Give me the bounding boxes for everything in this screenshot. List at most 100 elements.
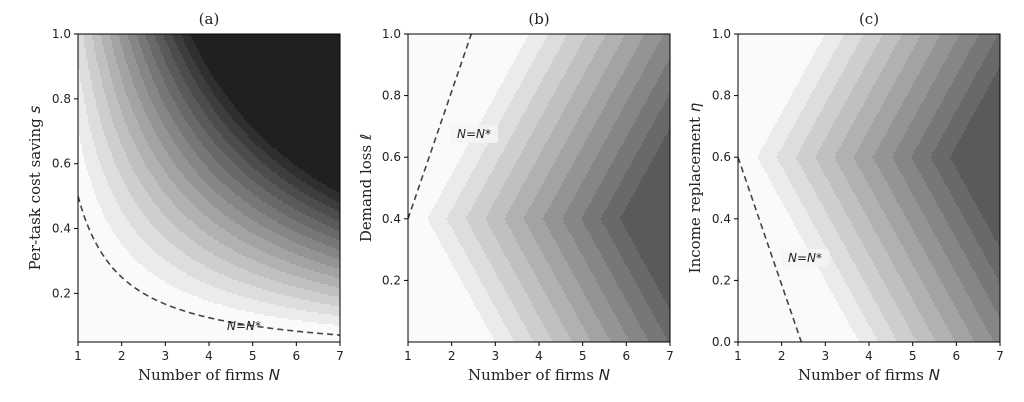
contour-cell (252, 34, 255, 129)
contour-cell (130, 34, 133, 47)
contour-cell (222, 260, 225, 275)
contour-cell (838, 114, 841, 149)
contour-cell (652, 124, 655, 159)
contour-cell (862, 34, 865, 37)
contour-cell (926, 128, 929, 187)
contour-cell (910, 88, 913, 123)
contour-cell (914, 338, 917, 342)
contour-cell (886, 252, 889, 289)
contour-cell (226, 306, 229, 342)
contour-cell (334, 316, 337, 327)
contour-cell (598, 82, 601, 117)
contour-cell (614, 280, 617, 315)
contour-cell (578, 154, 581, 189)
contour-cell (808, 34, 811, 65)
contour-cell (898, 110, 901, 145)
contour-cell (780, 34, 783, 115)
contour-cell (874, 302, 877, 337)
contour-cell (620, 146, 623, 183)
contour-cell (178, 230, 181, 251)
contour-cell (848, 288, 851, 325)
contour-cell (828, 62, 831, 97)
contour-cell (184, 272, 187, 293)
contour-cell (322, 194, 325, 205)
contour-cell (230, 102, 233, 117)
contour-cell (934, 270, 937, 307)
contour-cell (192, 260, 195, 279)
contour-cell (638, 324, 641, 342)
contour-cell (922, 214, 925, 249)
contour-cell (194, 206, 197, 225)
contour-cell (166, 196, 169, 219)
contour-cell (212, 174, 215, 191)
contour-cell (580, 44, 583, 81)
contour-cell (128, 40, 131, 71)
contour-cell (650, 34, 653, 59)
contour-cell (196, 296, 199, 342)
contour-cell (826, 34, 829, 67)
contour-cell (224, 154, 227, 171)
contour-cell (254, 300, 257, 315)
contour-cell (520, 34, 523, 49)
contour-cell (850, 56, 853, 93)
contour-cell (460, 34, 463, 159)
contour-cell (292, 186, 295, 197)
contour-cell (136, 36, 139, 65)
contour-cell (962, 98, 965, 135)
contour-cell (238, 154, 241, 169)
contour-cell (844, 282, 847, 317)
contour-cell (254, 222, 257, 235)
contour-cell (230, 264, 233, 279)
contour-cell (324, 294, 327, 305)
contour-cell (612, 242, 615, 277)
contour-cell (152, 128, 155, 153)
contour-cell (172, 244, 175, 267)
contour-cell (874, 48, 877, 85)
contour-cell (232, 148, 235, 163)
contour-cell (280, 166, 283, 179)
contour-cell (590, 306, 593, 342)
contour-cell (614, 314, 617, 342)
contour-cell (488, 330, 491, 342)
contour-cell (270, 206, 273, 219)
contour-cell (528, 228, 531, 265)
contour-cell (238, 182, 241, 197)
contour-cell (150, 248, 153, 273)
y-tick-label: 0.2 (382, 273, 401, 287)
contour-cell (874, 154, 877, 163)
contour-cell (248, 218, 251, 233)
contour-cell (234, 108, 237, 123)
contour-cell (968, 88, 971, 123)
contour-cell (568, 136, 571, 173)
contour-cell (898, 74, 901, 111)
contour-cell (260, 314, 263, 342)
contour-cell (116, 98, 119, 133)
contour-cell (294, 176, 297, 189)
contour-cell (226, 292, 229, 307)
contour-cell (170, 74, 173, 97)
contour-cell (964, 184, 967, 221)
contour-cell (914, 34, 917, 47)
contour-cell (818, 164, 821, 201)
contour-cell (758, 34, 761, 155)
contour-cell (116, 238, 119, 342)
contour-cell (324, 324, 327, 342)
contour-cell (522, 80, 525, 115)
contour-cell (914, 150, 917, 165)
contour-cell (480, 316, 483, 342)
contour-cell (302, 236, 305, 247)
contour-cell (924, 34, 927, 63)
contour-cell (246, 284, 249, 299)
contour-cell (592, 310, 595, 342)
contour-cell (566, 140, 569, 175)
contour-cell (180, 232, 183, 251)
contour-cell (196, 244, 199, 263)
contour-cell (872, 228, 875, 263)
contour-cell (150, 34, 153, 51)
contour-cell (908, 56, 911, 93)
contour-cell (938, 34, 941, 39)
contour-cell (552, 272, 555, 309)
contour-cell (218, 210, 221, 227)
contour-cell (322, 304, 325, 315)
contour-cell (334, 230, 337, 239)
